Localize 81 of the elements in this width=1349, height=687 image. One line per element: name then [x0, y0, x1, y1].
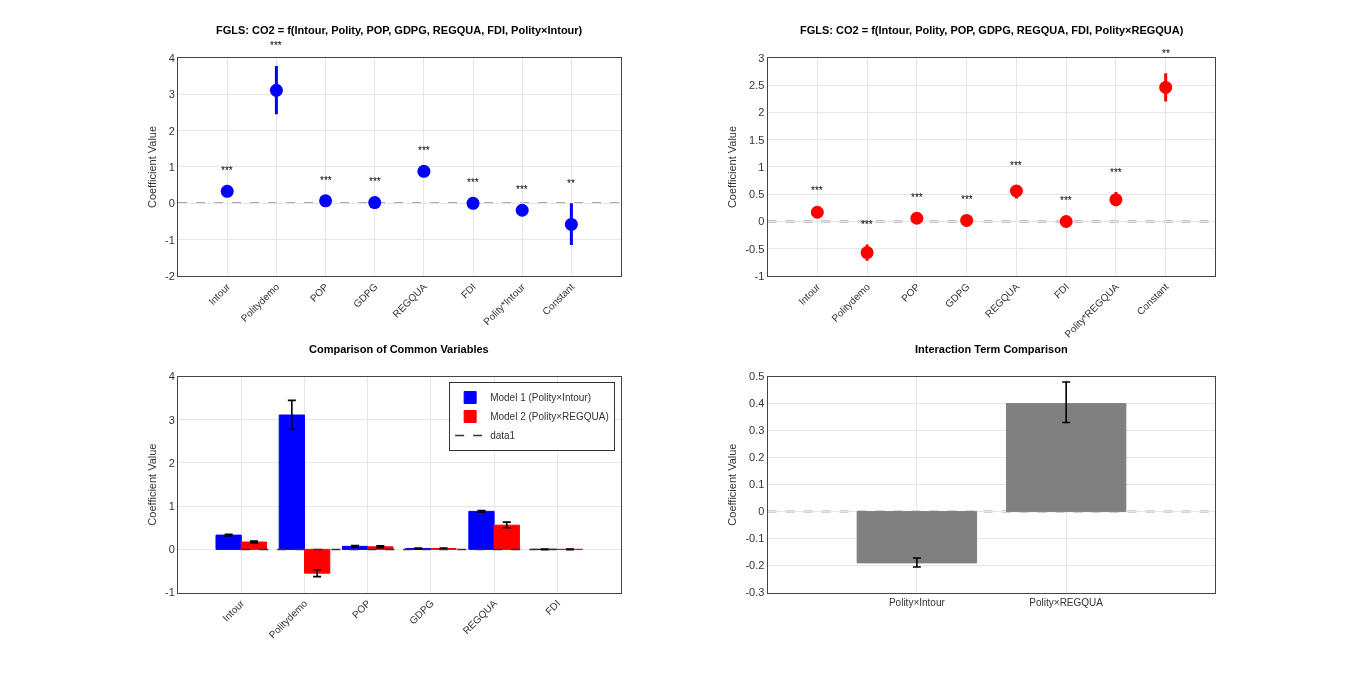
- x-tick-label: Polity×Intour: [888, 596, 946, 608]
- y-tick-label: -1: [165, 233, 175, 246]
- point: [1059, 215, 1073, 228]
- bar: [493, 524, 520, 550]
- bar: [468, 510, 495, 550]
- y-tick-label: 0: [168, 197, 175, 210]
- bar: [278, 414, 305, 550]
- y-tick-label: 0.2: [749, 451, 765, 464]
- chart-title: Interaction Term Comparison: [915, 343, 1068, 355]
- point: [910, 211, 924, 225]
- annotation: ***: [1110, 167, 1122, 178]
- y-tick-label: -0.1: [745, 532, 765, 545]
- annotation: ***: [911, 192, 923, 203]
- y-tick-label: -1: [165, 586, 175, 599]
- y-tick-label: 1.5: [749, 133, 765, 146]
- point: [564, 217, 578, 231]
- annotation: ***: [1010, 160, 1022, 171]
- point: [1159, 80, 1173, 94]
- point: [269, 83, 283, 97]
- y-tick-label: -2: [165, 269, 175, 282]
- legend-label: Model 2 (Polity×REGQUA): [490, 411, 609, 423]
- point: [466, 196, 480, 210]
- y-tick-label: 0: [758, 215, 765, 228]
- y-tick-label: -0.5: [745, 242, 765, 255]
- annotation: ***: [418, 145, 430, 156]
- y-axis-title: Coefficient Value: [726, 443, 739, 526]
- point: [860, 246, 874, 260]
- annotation: ***: [516, 184, 528, 195]
- annotation: **: [567, 178, 575, 189]
- x-tick-label: FDI: [458, 281, 478, 301]
- y-tick-label: 0.3: [749, 424, 765, 437]
- y-tick-label: 0.5: [749, 188, 765, 201]
- y-tick-label: 0: [168, 543, 175, 556]
- y-tick-label: 1: [758, 160, 765, 173]
- y-tick-label: 2: [168, 456, 175, 469]
- y-axis-title: Coefficient Value: [145, 443, 158, 526]
- y-tick-label: 0: [758, 505, 765, 518]
- point: [960, 213, 974, 227]
- y-tick-label: 0.4: [749, 397, 765, 410]
- y-tick-label: 2: [758, 106, 765, 119]
- annotation: ***: [1060, 195, 1072, 206]
- y-axis-title: Coefficient Value: [145, 125, 158, 209]
- annotation: ***: [861, 219, 873, 230]
- x-tick-label: Polity×REGQUA: [1029, 596, 1104, 608]
- legend-label: data1: [490, 430, 516, 442]
- point: [810, 205, 824, 219]
- y-tick-label: 2.5: [749, 79, 765, 92]
- annotation: ***: [221, 165, 233, 176]
- chart-title: FGLS: CO2 = f(Intour, Polity, POP, GDPG, REGQUA, FDI, Polity×REGQUA): [800, 24, 1184, 36]
- y-tick-label: 1: [168, 160, 175, 173]
- point: [319, 194, 333, 208]
- y-tick-label: 3: [168, 88, 175, 101]
- annotation: ***: [961, 194, 973, 205]
- y-tick-label: -0.2: [745, 559, 765, 572]
- y-tick-label: -0.3: [745, 586, 765, 599]
- annotation: ***: [369, 176, 381, 187]
- y-tick-label: 4: [168, 370, 175, 383]
- y-tick-label: 2: [168, 124, 175, 137]
- point: [220, 184, 234, 198]
- annotation: ***: [811, 185, 823, 196]
- bar: [215, 534, 242, 550]
- y-tick-label: 1: [168, 500, 175, 513]
- chart-title: Comparison of Common Variables: [309, 343, 489, 355]
- text: ***: [270, 40, 282, 51]
- legend-label: Model 1 (Polity×Intour): [490, 392, 592, 404]
- annotation: ***: [320, 175, 332, 186]
- annotation: ***: [467, 177, 479, 188]
- point: [368, 196, 382, 210]
- annotation: **: [1162, 48, 1170, 59]
- y-tick-label: 4: [168, 51, 175, 64]
- y-tick-label: 0.5: [749, 370, 765, 383]
- bar: [303, 548, 331, 574]
- y-axis-title: Coefficient Value: [726, 125, 739, 209]
- point: [417, 164, 431, 178]
- point: [515, 203, 529, 217]
- chart-title: FGLS: CO2 = f(Intour, Polity, POP, GDPG, REGQUA, FDI, Polity×Intour): [216, 24, 583, 36]
- y-tick-label: 3: [758, 51, 765, 64]
- y-tick-label: 0.1: [749, 478, 765, 491]
- y-tick-label: 3: [168, 413, 175, 426]
- x-tick-label: FDI: [543, 597, 563, 617]
- y-tick-label: -1: [754, 269, 765, 282]
